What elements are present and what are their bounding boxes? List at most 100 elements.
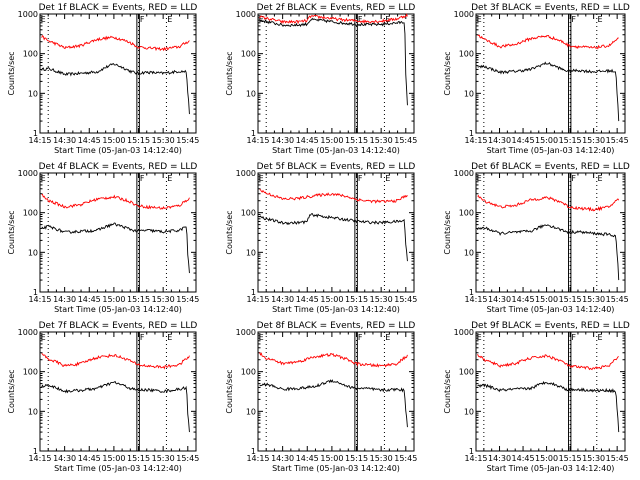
y-tick-label: 10 (28, 407, 38, 416)
y-tick-label: 100 (23, 209, 38, 218)
y-tick-label: 10 (246, 407, 256, 416)
y-tick-label: 1000 (454, 328, 474, 337)
x-tick-label: 14:30 (53, 454, 76, 463)
y-axis-label: Counts/sec (443, 210, 452, 254)
interval-marker-letter: E (41, 174, 46, 183)
interval-marker-letter: E (598, 333, 603, 342)
y-tick-label: 1 (251, 129, 256, 138)
interval-marker-letter: E (385, 174, 390, 183)
x-axis-label: Start Time (05-Jan-03 14:12:40) (272, 464, 400, 473)
interval-marker-letter: E (41, 15, 46, 24)
x-tick-label: 15:15 (345, 454, 368, 463)
x-axis-label: Start Time (05-Jan-03 14:12:40) (272, 146, 400, 155)
y-tick-label: 10 (464, 248, 474, 257)
x-tick-label: 15:00 (102, 295, 125, 304)
interval-marker-letter: F (358, 174, 363, 183)
series-line-events (259, 17, 408, 106)
interval-marker-letter: E (477, 15, 482, 24)
y-tick-label: 1000 (18, 328, 38, 337)
y-axis-label: Counts/sec (7, 51, 16, 95)
y-tick-label: 10 (246, 89, 256, 98)
interval-marker-letter: F (140, 15, 145, 24)
series-line-events (477, 61, 620, 122)
x-tick-label: 15:30 (152, 136, 175, 145)
interval-marker-letter: F (140, 174, 145, 183)
interval-marker-letter: F (571, 174, 576, 183)
y-axis-label: Counts/sec (225, 369, 234, 413)
y-tick-label: 1 (33, 288, 38, 297)
x-tick-label: 14:45 (512, 454, 535, 463)
interval-marker-letter: E (41, 333, 46, 342)
x-tick-label: 15:30 (582, 454, 605, 463)
x-tick-label: 14:45 (296, 454, 319, 463)
x-tick-label: 15:00 (320, 136, 343, 145)
y-tick-label: 100 (459, 368, 474, 377)
interval-marker-letter: E (385, 15, 390, 24)
x-tick-label: 14:30 (488, 295, 511, 304)
x-tick-label: 14:30 (53, 295, 76, 304)
x-tick-label: 15:15 (559, 454, 582, 463)
series-line-lld (41, 35, 190, 52)
interval-marker-letter: E (598, 15, 603, 24)
series-line-events (477, 380, 620, 433)
x-tick-label: 14:30 (488, 454, 511, 463)
y-tick-label: 1000 (18, 169, 38, 178)
interval-marker-letter: E (259, 174, 264, 183)
plot-frame (39, 331, 197, 452)
interval-marker-letter: E (477, 333, 482, 342)
panel-title: Det 5f BLACK = Events, RED = LLD (257, 162, 416, 172)
x-tick-label: 15:15 (559, 295, 582, 304)
y-tick-label: 1 (469, 288, 474, 297)
x-tick-label: 14:15 (28, 136, 51, 145)
x-tick-label: 14:45 (78, 454, 101, 463)
y-tick-label: 100 (241, 368, 256, 377)
interval-marker-letter: E (167, 333, 172, 342)
panel-8: Det 8f BLACK = Events, RED = LLD 1 10 100 10… (225, 321, 417, 473)
x-tick-label: 14:45 (78, 295, 101, 304)
x-tick-label: 15:30 (370, 454, 393, 463)
y-tick-label: 1 (469, 129, 474, 138)
x-tick-label: 14:15 (464, 454, 487, 463)
y-tick-label: 1000 (454, 169, 474, 178)
plot-frame (39, 172, 197, 293)
x-tick-label: 14:15 (246, 136, 269, 145)
y-tick-label: 1000 (454, 10, 474, 19)
x-tick-label: 15:30 (370, 295, 393, 304)
x-tick-label: 15:00 (535, 454, 558, 463)
x-tick-label: 15:00 (535, 136, 558, 145)
interval-marker-letter: E (259, 15, 264, 24)
panel-title: Det 8f BLACK = Events, RED = LLD (257, 321, 416, 331)
x-tick-label: 14:30 (271, 454, 294, 463)
plot-frame (475, 331, 626, 452)
panel-title: Det 6f BLACK = Events, RED = LLD (471, 162, 630, 172)
x-tick-label: 15:15 (127, 454, 150, 463)
interval-marker-letter: F (140, 333, 145, 342)
interval-marker-letter: E (385, 333, 390, 342)
x-tick-label: 15:00 (320, 295, 343, 304)
x-tick-label: 14:15 (28, 295, 51, 304)
x-tick-label: 15:45 (394, 295, 417, 304)
y-axis-label: Counts/sec (443, 51, 452, 95)
x-tick-label: 15:00 (320, 454, 343, 463)
x-tick-label: 15:00 (535, 295, 558, 304)
x-tick-label: 14:45 (296, 295, 319, 304)
y-tick-label: 100 (23, 50, 38, 59)
panel-7: Det 7f BLACK = Events, RED = LLD 1 10 100 10… (7, 321, 199, 473)
x-tick-label: 15:30 (370, 136, 393, 145)
plot-frame (475, 13, 626, 134)
x-tick-label: 15:30 (152, 295, 175, 304)
y-axis-label: Counts/sec (225, 51, 234, 95)
series-line-lld (477, 34, 619, 50)
series-line-lld (259, 352, 408, 368)
y-tick-label: 1 (251, 288, 256, 297)
y-tick-label: 10 (464, 89, 474, 98)
panel-title: Det 4f BLACK = Events, RED = LLD (39, 162, 198, 172)
panel-2: Det 2f BLACK = Events, RED = LLD 1 10 100 10… (225, 3, 417, 155)
x-tick-label: 14:45 (78, 136, 101, 145)
x-tick-label: 15:45 (176, 295, 199, 304)
y-tick-label: 10 (28, 248, 38, 257)
series-line-events (41, 63, 190, 115)
y-tick-label: 1000 (236, 169, 256, 178)
y-tick-label: 10 (28, 89, 38, 98)
